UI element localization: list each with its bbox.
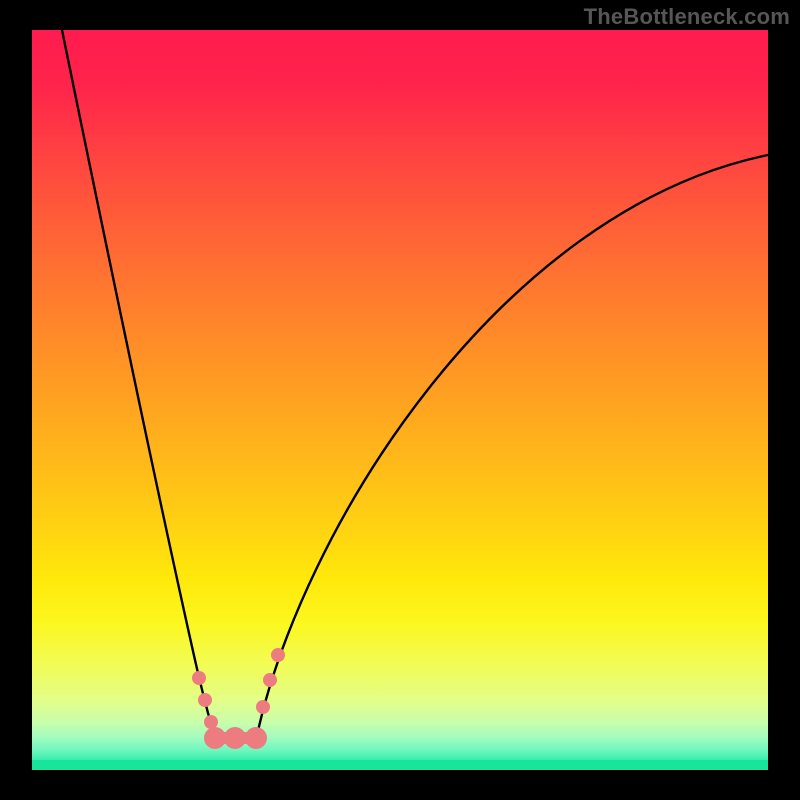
- marker-dot: [224, 727, 246, 749]
- marker-dot: [204, 715, 218, 729]
- green-band: [32, 760, 768, 770]
- marker-dot: [245, 727, 267, 749]
- marker-dot: [256, 700, 270, 714]
- marker-dot: [198, 693, 212, 707]
- plot-area: [32, 30, 768, 770]
- chart-canvas: TheBottleneck.com: [0, 0, 800, 800]
- marker-dot: [192, 671, 206, 685]
- marker-dot: [263, 673, 277, 687]
- watermark-text: TheBottleneck.com: [584, 4, 790, 30]
- bottleneck-chart: [0, 0, 800, 800]
- marker-dot: [271, 648, 285, 662]
- marker-dot: [204, 727, 226, 749]
